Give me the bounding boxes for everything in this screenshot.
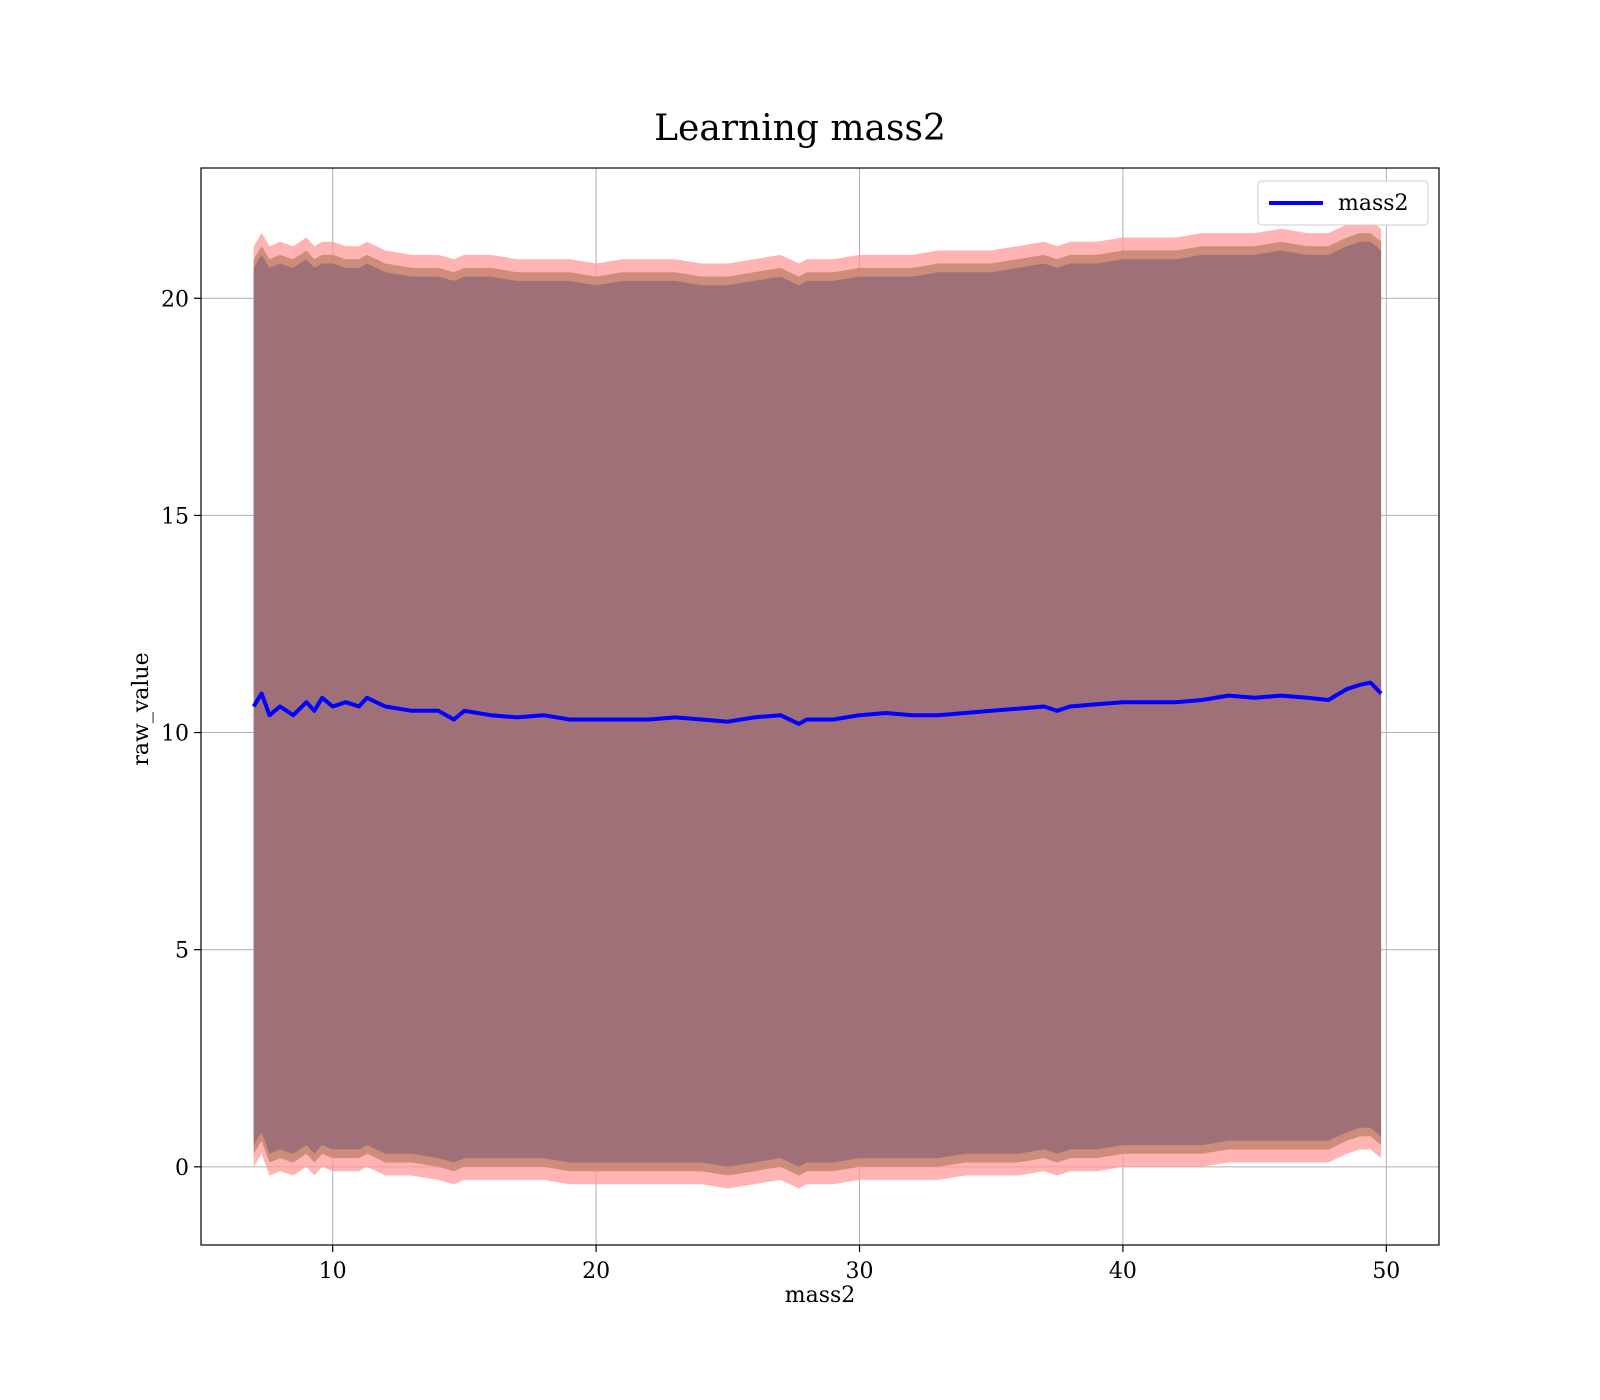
legend-box [1257, 180, 1429, 226]
y-tick-label-0: 0 [175, 1156, 189, 1181]
legend-label-mass2: mass2 [1338, 191, 1409, 216]
y-axis-label: raw_value [129, 652, 154, 765]
series-line-mass2 [251, 680, 1383, 726]
x-tick-label-10: 10 [319, 1259, 347, 1284]
x-tick-label-30: 30 [846, 1259, 874, 1284]
x-axis-label: mass2 [785, 1283, 856, 1308]
axes-frame [200, 167, 1440, 1246]
y-tick-label-5: 5 [175, 939, 189, 964]
legend: mass2 [1257, 180, 1429, 226]
y-tick-label-15: 15 [161, 504, 189, 529]
chart-title: Learning mass2 [654, 108, 946, 149]
y-tick-label-10: 10 [161, 722, 189, 747]
inner-band [253, 241, 1382, 1167]
y-tick-label-20: 20 [161, 287, 189, 312]
x-tick-label-50: 50 [1372, 1259, 1400, 1284]
x-tick-label-20: 20 [582, 1259, 610, 1284]
x-tick-label-40: 40 [1109, 1259, 1137, 1284]
plot-area: 10 20 30 40 50 0 5 10 15 20 [161, 167, 1440, 1284]
